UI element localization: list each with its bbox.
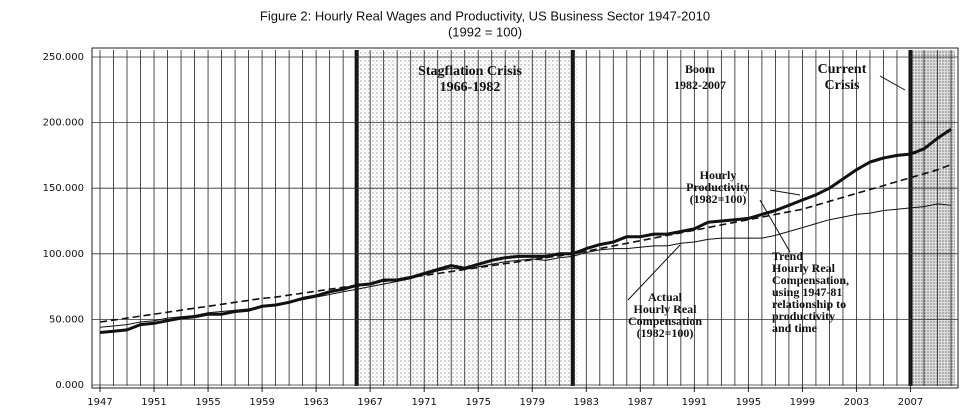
- x-tick-label: 1947: [87, 397, 112, 408]
- annotation: Boom: [685, 62, 715, 76]
- shaded-span: [356, 50, 577, 386]
- y-tick-label: 0.000: [55, 380, 84, 391]
- y-tick-label: 50.000: [49, 314, 84, 325]
- y-tick-label: 150.000: [43, 183, 84, 194]
- x-tick-label: 2003: [844, 397, 869, 408]
- annotation: Current: [818, 62, 867, 77]
- annotation: (1982=100): [637, 326, 694, 340]
- annotation: Hourly Real: [634, 302, 698, 316]
- x-tick-label: 1971: [411, 397, 436, 408]
- annotation: Compensation,: [772, 273, 849, 287]
- annotation-arrow: [759, 199, 791, 253]
- y-tick-label: 100.000: [43, 249, 84, 260]
- chart-subtitle: (1992 = 100): [448, 24, 522, 39]
- x-tick-label: 1975: [465, 397, 490, 408]
- annotation: (1982=100): [690, 192, 747, 206]
- y-tick-label: 250.000: [43, 52, 84, 63]
- annotation: 1966-1982: [440, 80, 501, 95]
- annotation: productivity: [772, 309, 835, 323]
- annotation: relationship to: [772, 297, 846, 311]
- x-tick-label: 1999: [790, 397, 815, 408]
- annotation: Compensation: [628, 314, 702, 328]
- x-tick-label: 1955: [195, 397, 220, 408]
- annotation: using 1947-81: [772, 285, 842, 299]
- y-tick-label: 200.000: [43, 118, 84, 129]
- annotation: Productivity: [686, 180, 750, 194]
- x-tick-label: 1987: [628, 397, 653, 408]
- x-tick-label: 2007: [898, 397, 923, 408]
- chart-title: Figure 2: Hourly Real Wages and Producti…: [260, 8, 710, 23]
- x-tick-label: 1963: [303, 397, 328, 408]
- x-tick-label: 1959: [249, 397, 274, 408]
- annotation: Hourly: [700, 168, 737, 182]
- x-tick-label: 1979: [520, 397, 545, 408]
- annotation: and time: [772, 321, 818, 335]
- series-line: [99, 127, 952, 334]
- x-tick-label: 1967: [357, 397, 382, 408]
- annotation: Actual: [648, 290, 683, 304]
- x-tick-label: 1951: [141, 397, 166, 408]
- annotation: 1982-2007: [674, 78, 726, 92]
- shaded-span: [910, 50, 955, 386]
- series-line: [99, 203, 952, 328]
- plot-frame: [91, 47, 959, 389]
- annotation-arrow: [879, 75, 906, 91]
- series-line: [99, 163, 952, 323]
- annotation: Trend: [772, 249, 803, 263]
- annotation-arrow: [769, 189, 801, 196]
- x-tick-label: 1983: [574, 397, 599, 408]
- annotation: Stagflation Crisis: [418, 64, 522, 79]
- x-tick-label: 1991: [682, 397, 707, 408]
- annotation: Hourly Real: [772, 261, 836, 275]
- x-tick-label: 1995: [736, 397, 761, 408]
- annotation: Crisis: [825, 78, 861, 93]
- annotation-arrow: [627, 244, 681, 301]
